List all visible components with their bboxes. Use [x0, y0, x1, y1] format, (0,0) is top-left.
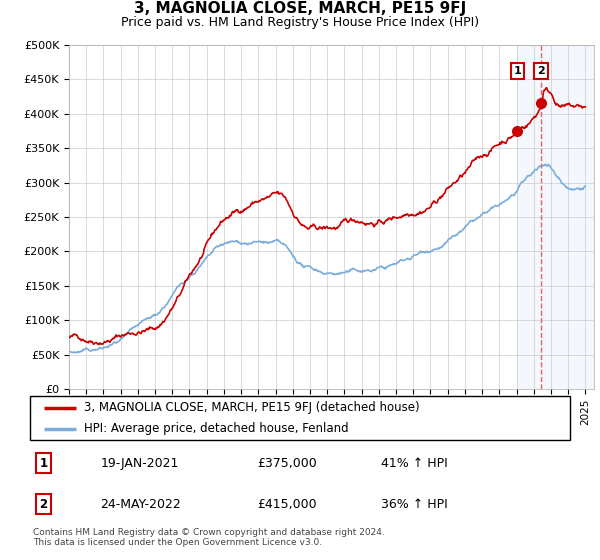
Text: 41% ↑ HPI: 41% ↑ HPI — [381, 457, 448, 470]
Text: 19-JAN-2021: 19-JAN-2021 — [100, 457, 179, 470]
Text: Price paid vs. HM Land Registry's House Price Index (HPI): Price paid vs. HM Land Registry's House … — [121, 16, 479, 29]
Text: £415,000: £415,000 — [257, 498, 316, 511]
Text: 3, MAGNOLIA CLOSE, MARCH, PE15 9FJ (detached house): 3, MAGNOLIA CLOSE, MARCH, PE15 9FJ (deta… — [84, 401, 419, 414]
Text: 1: 1 — [514, 66, 521, 76]
Text: 2: 2 — [40, 498, 47, 511]
Text: Contains HM Land Registry data © Crown copyright and database right 2024.
This d: Contains HM Land Registry data © Crown c… — [33, 528, 385, 547]
Text: HPI: Average price, detached house, Fenland: HPI: Average price, detached house, Fenl… — [84, 422, 349, 435]
Text: 2: 2 — [537, 66, 545, 76]
FancyBboxPatch shape — [30, 396, 570, 440]
Text: 36% ↑ HPI: 36% ↑ HPI — [381, 498, 448, 511]
Text: 1: 1 — [40, 457, 47, 470]
Text: £375,000: £375,000 — [257, 457, 317, 470]
Text: 3, MAGNOLIA CLOSE, MARCH, PE15 9FJ: 3, MAGNOLIA CLOSE, MARCH, PE15 9FJ — [134, 1, 466, 16]
Text: 24-MAY-2022: 24-MAY-2022 — [100, 498, 181, 511]
Bar — [517, 45, 594, 389]
